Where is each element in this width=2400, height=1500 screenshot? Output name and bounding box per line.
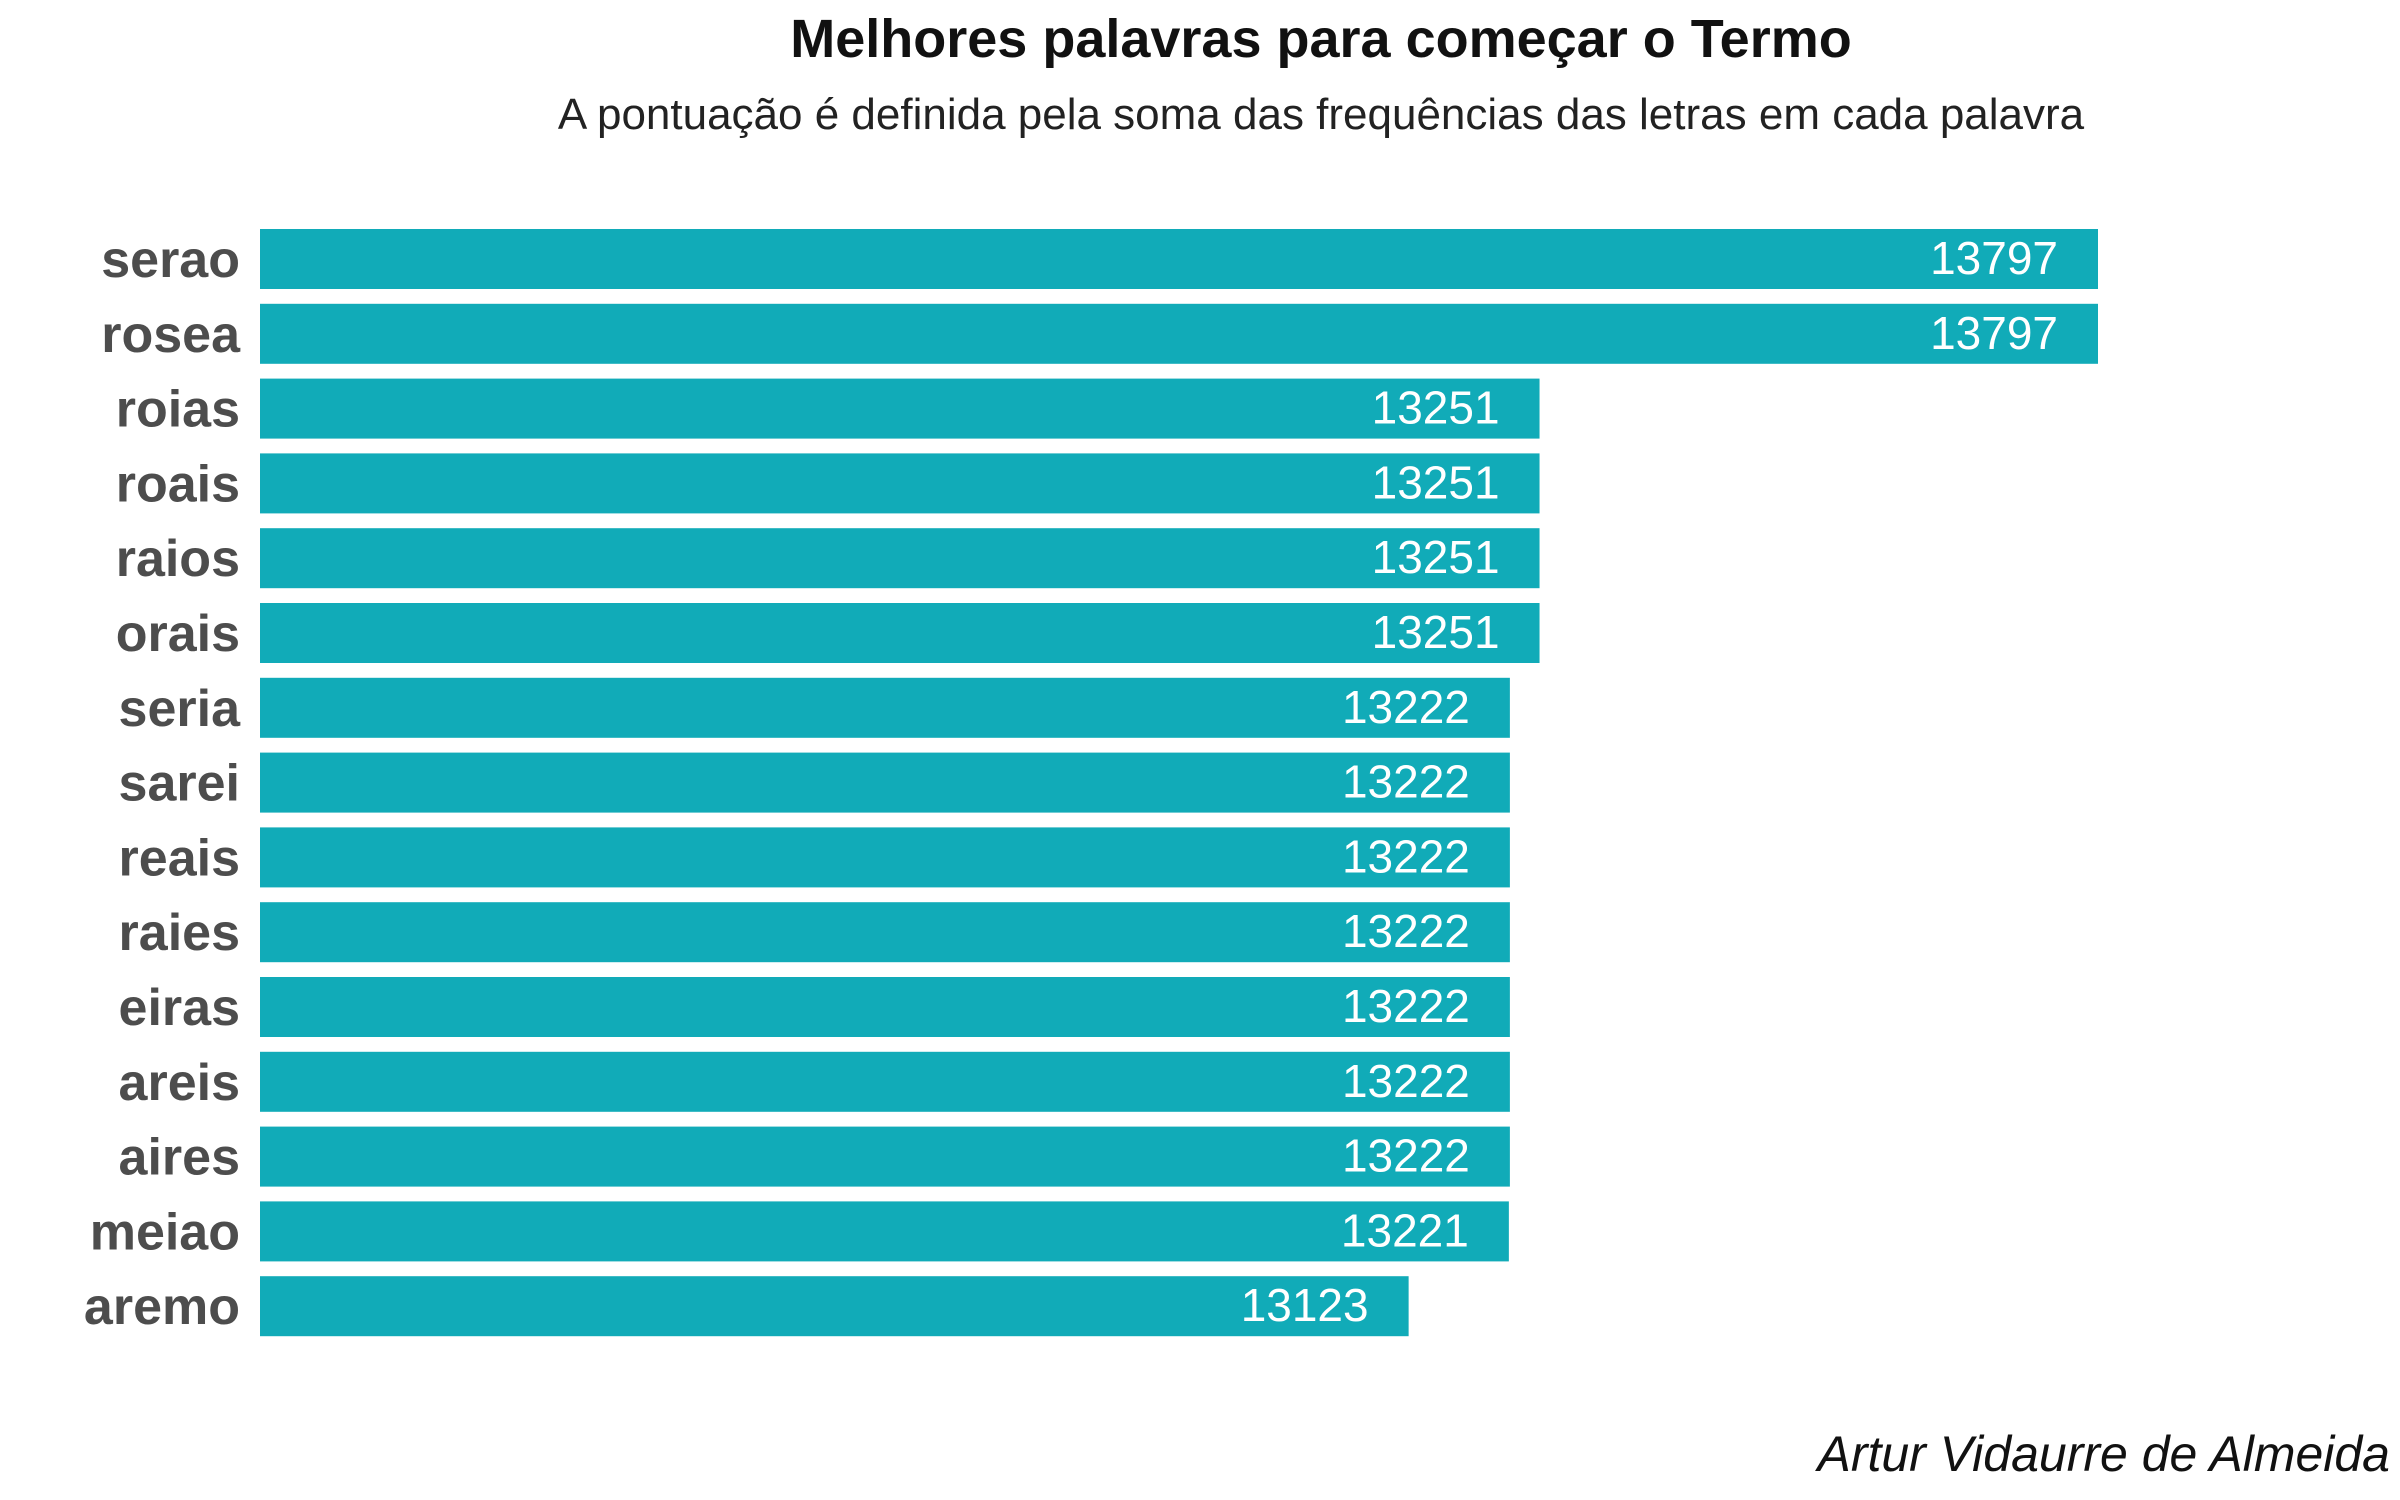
bar-aremo — [260, 1276, 1409, 1337]
value-label-raies: 13222 — [1342, 905, 1470, 957]
category-label-areis: areis — [119, 1054, 240, 1112]
bar-raies — [260, 902, 1510, 963]
value-label-sarei: 13222 — [1342, 756, 1470, 808]
bar-roias — [260, 378, 1540, 439]
category-label-sarei: sarei — [119, 755, 240, 813]
value-label-orais: 13251 — [1372, 606, 1500, 658]
category-label-aires: aires — [119, 1129, 240, 1187]
bar-aires — [260, 1126, 1510, 1187]
value-label-areis: 13222 — [1342, 1055, 1470, 1107]
value-label-raios: 13251 — [1372, 531, 1500, 583]
value-label-roias: 13251 — [1372, 382, 1500, 434]
bar-areis — [260, 1051, 1510, 1112]
bar-eiras — [260, 977, 1510, 1037]
value-label-reais: 13222 — [1342, 830, 1470, 882]
category-label-aremo: aremo — [84, 1278, 240, 1336]
bar-orais — [260, 603, 1540, 663]
chart-caption: Artur Vidaurre de Almeida — [1817, 1426, 2390, 1482]
category-label-seria: seria — [119, 680, 242, 738]
bar-raios — [260, 528, 1540, 589]
bar-reais — [260, 827, 1510, 888]
bar-seria — [260, 677, 1510, 738]
category-label-orais: orais — [116, 605, 240, 663]
bar-meiao — [260, 1201, 1509, 1262]
category-label-roais: roais — [116, 455, 240, 513]
value-label-meiao: 13221 — [1341, 1204, 1469, 1256]
chart-title: Melhores palavras para começar o Termo — [790, 9, 1852, 69]
category-label-raies: raies — [119, 904, 240, 962]
value-label-aires: 13222 — [1342, 1130, 1470, 1182]
value-label-seria: 13222 — [1342, 681, 1470, 733]
value-label-eiras: 13222 — [1342, 980, 1470, 1032]
category-label-serao: serao — [101, 231, 240, 289]
value-label-aremo: 13123 — [1241, 1279, 1369, 1331]
value-label-rosea: 13797 — [1930, 307, 2058, 359]
bar-sarei — [260, 752, 1510, 813]
bar-serao — [260, 229, 2098, 289]
category-label-raios: raios — [116, 530, 240, 588]
bar-roais — [260, 453, 1540, 514]
chart-subtitle: A pontuação é definida pela soma das fre… — [557, 90, 2085, 139]
value-label-roais: 13251 — [1372, 456, 1500, 508]
category-label-roias: roias — [116, 381, 240, 439]
bar-rosea — [260, 303, 2098, 364]
value-label-serao: 13797 — [1930, 232, 2058, 284]
category-label-meiao: meiao — [90, 1203, 240, 1261]
category-label-eiras: eiras — [119, 979, 240, 1037]
category-label-rosea: rosea — [101, 306, 241, 364]
category-label-reais: reais — [119, 829, 240, 887]
